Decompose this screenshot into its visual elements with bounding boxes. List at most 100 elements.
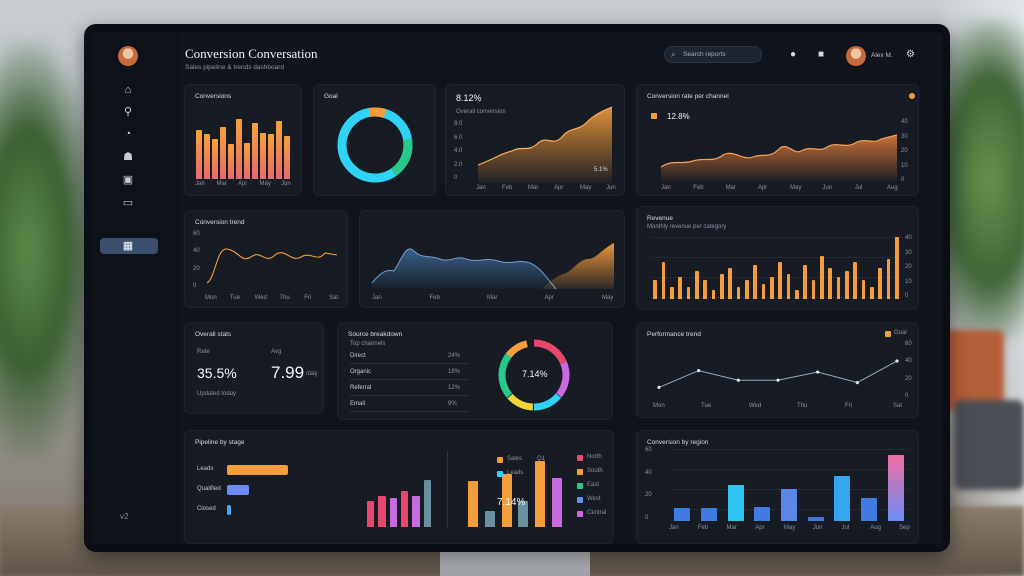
bar (894, 237, 899, 299)
card-title: Conversion rate per channel (647, 93, 729, 100)
hbar-label: Qualified (197, 486, 221, 492)
bar (236, 119, 242, 179)
x-tick-label: Mar (726, 525, 737, 531)
x-tick-label: Apr (238, 181, 248, 187)
y-tick-label: 20 (901, 148, 908, 154)
settings-icon[interactable]: ⚙ (906, 49, 915, 60)
sidebar-avatar[interactable] (118, 46, 138, 66)
page-title: Conversion Conversation (185, 46, 318, 61)
hbar (227, 485, 249, 495)
bar (694, 271, 699, 299)
user-icon[interactable]: ● (790, 49, 797, 60)
card-region[interactable]: Conversion by region 60 40 20 0 Jan Feb Mar Ap… (636, 430, 919, 544)
x-tick-label: Mar (725, 185, 736, 191)
monitor: ⌂ ⚲ ◔ ☗ ▣ ▭ ▦ v2 Conversion Conversation… (84, 24, 950, 552)
conversion-value: 8.12% (456, 93, 482, 103)
x-tick-label: Wed (254, 295, 267, 301)
bar (761, 283, 766, 299)
stat-right-unit: /day (306, 371, 318, 377)
card-channel-rate[interactable]: Conversion rate per channel 12.8% 40 30 20… (636, 84, 919, 196)
bar (701, 508, 717, 521)
x-tick-label: Feb (429, 295, 440, 301)
card-pipeline[interactable]: Pipeline by stage Leads Qualified Closed S… (184, 430, 614, 544)
card-goal-donut[interactable]: Goal (313, 84, 436, 196)
card-overall-conversion[interactable]: 8.12% Overall conversion 8.0 6.0 4.0 2.0 0 5… (445, 84, 625, 196)
region-x-axis: Jan Feb Mar Apr May Jun Jul Aug Sep (669, 525, 910, 533)
bar (861, 280, 866, 299)
x-tick-label: Aug (887, 185, 898, 191)
bar (268, 134, 274, 179)
x-tick-label: Feb (697, 525, 709, 531)
performance-x-axis: Mon Tue Wed Thu Fri Sat (653, 403, 903, 411)
bar (711, 289, 716, 299)
blue-orange-area-chart (371, 243, 614, 290)
bar (807, 516, 824, 521)
revenue-y-axis: 40 30 20 10 0 (905, 235, 917, 301)
orange-area-chart (477, 106, 613, 183)
grid-line (651, 297, 901, 298)
background-plant-left (0, 40, 100, 460)
x-tick-label: Thu (797, 403, 808, 409)
bar (400, 490, 409, 527)
hbar (227, 465, 289, 475)
y-tick-label: 40 (193, 248, 200, 255)
bar (228, 144, 234, 179)
legend-dot (885, 331, 891, 337)
search-input[interactable]: ⌕ Search reports (664, 46, 762, 63)
bar (518, 500, 529, 527)
analytics-icon[interactable]: ⚲ (123, 106, 133, 118)
y-tick-label: 40 (905, 235, 912, 241)
card-overall-stats[interactable]: Overall stats Rate 35.5% Avg 7.99 /day U… (184, 322, 324, 414)
user-name[interactable]: Alex M. (871, 52, 893, 59)
legend-panel-value: 7.14% (497, 497, 526, 508)
source-row-label: Organic (350, 369, 372, 375)
sidebar-item-dashboard[interactable]: ▦ (100, 238, 158, 254)
bar (727, 485, 744, 521)
y-tick-label: 6.0 (454, 134, 463, 141)
performance-point (697, 369, 701, 373)
performance-point (895, 359, 899, 363)
card-title: Overall stats (195, 331, 232, 338)
wide-area-chart (660, 134, 898, 181)
bar (501, 474, 512, 527)
reports-icon[interactable]: ◔ (124, 128, 132, 140)
wide-area-x-axis: Jan Feb Mar Apr May Jun Jul Aug (661, 185, 898, 193)
legend-dot[interactable] (909, 93, 915, 99)
video-icon[interactable]: ■ (818, 49, 825, 60)
x-tick-label: Mar (487, 295, 498, 301)
legend-label: West (587, 496, 601, 502)
x-tick-label: May (580, 185, 592, 191)
background-mug (954, 400, 1024, 490)
x-tick-label: Fri (304, 295, 312, 301)
card-title: Conversion by region (647, 439, 709, 446)
users-icon[interactable]: ☗ (123, 151, 133, 163)
card-conversions[interactable]: Conversions Jan Mar Apr May Jun (184, 84, 302, 196)
home-icon[interactable]: ⌂ (124, 84, 132, 96)
bar (828, 268, 833, 299)
legend-swatch (577, 455, 583, 461)
header-avatar[interactable] (846, 46, 866, 66)
bar (468, 480, 479, 527)
source-row-divider (350, 379, 468, 380)
grid-line (651, 257, 901, 258)
area-orange-y-axis: 8.0 6.0 4.0 2.0 0 (454, 121, 468, 183)
y-tick-label: 0 (901, 177, 905, 183)
orange-bar-x-axis: Jan Mar Apr May Jun (195, 181, 291, 191)
card-revenue[interactable]: Revenue Monthly revenue per category 40 3… (636, 206, 919, 310)
y-tick-label: 2.0 (454, 161, 463, 168)
messages-icon[interactable]: ▭ (122, 197, 134, 209)
revenue-subtitle: Monthly revenue per category (647, 224, 727, 230)
bar (744, 280, 749, 299)
bar (260, 132, 266, 179)
bar (819, 255, 824, 299)
x-tick-label: May (784, 525, 796, 531)
card-title: Conversion trend (195, 219, 245, 226)
x-tick-label: Feb (502, 185, 513, 191)
card-source-breakdown[interactable]: Source breakdown Top channels Direct 24% O… (337, 322, 613, 420)
calendar-icon[interactable]: ▣ (122, 174, 134, 186)
card-conversion-trend[interactable]: Conversion trend 60 40 20 0 Mon Tue Wed Thu Fri… (184, 210, 348, 308)
card-blue-area[interactable]: Jan Feb Mar Apr May (359, 210, 625, 308)
card-performance-trend[interactable]: Performance trend Goal 60 40 20 0 Mon Tue Wed… (636, 322, 919, 418)
source-row-label: Email (350, 401, 366, 407)
x-tick-label: Apr (544, 295, 554, 301)
